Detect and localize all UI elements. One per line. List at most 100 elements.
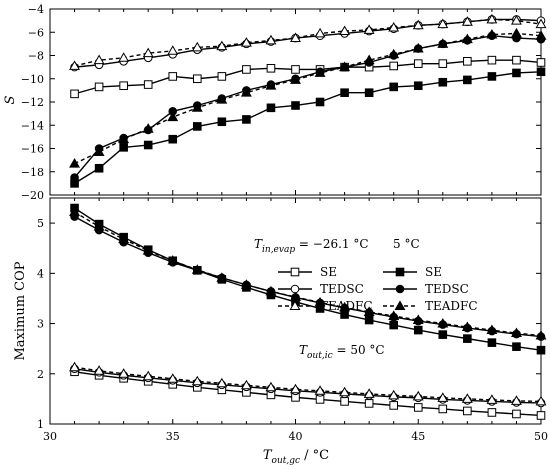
cop-data-point [290, 291, 301, 301]
s-data-point [536, 58, 546, 67]
s-data-point [291, 65, 300, 74]
s-y-tick-label: −10 [21, 73, 44, 86]
s-data-point [242, 115, 251, 124]
annotation-value: = 50 °C [333, 343, 385, 357]
s-data-point [463, 57, 472, 66]
annotation-subscript: out,ic [307, 351, 333, 361]
s-series-open-triangle [69, 13, 547, 70]
s-data-point [438, 59, 448, 68]
legend-label: SE [320, 265, 337, 279]
cop-data-point [461, 393, 473, 403]
s-data-point [314, 67, 326, 77]
s-data-point [388, 21, 400, 32]
s-data-point [70, 173, 79, 182]
cop-series-filled-circle [70, 212, 546, 341]
annotation-outlet-temp: Tout,ic = 50 °C [299, 343, 385, 361]
legend-marker-open-circle [290, 284, 300, 294]
cop-data-point [240, 379, 252, 390]
s-data-point [412, 42, 424, 53]
cop-y-tick-label: 4 [37, 267, 44, 280]
legend-marker-open-triangle [289, 300, 301, 310]
s-data-point [437, 38, 449, 48]
s-data-point [119, 143, 128, 152]
s-data-point [242, 65, 251, 74]
s-data-point [315, 97, 325, 107]
s-data-point [388, 48, 400, 59]
s-data-point [412, 19, 424, 30]
legend-label: TEADFC [425, 299, 478, 313]
legend-marker-filled-circle [395, 284, 405, 294]
cop-data-point [118, 368, 130, 378]
cop-data-point [413, 403, 423, 412]
s-series-filled-triangle [69, 27, 547, 168]
legend-label: TEDSC [425, 282, 469, 296]
s-y-tick-label: −18 [21, 166, 44, 179]
legend-marker-filled-square [395, 267, 405, 277]
s-data-point [413, 59, 423, 68]
cop-axis-label: Maximum COP [13, 261, 28, 360]
s-data-point [265, 80, 277, 90]
s-data-point [339, 25, 351, 36]
cop-data-point [191, 375, 203, 386]
s-y-tick-label: −14 [21, 119, 44, 132]
s-series-open-circle [70, 15, 546, 72]
s-y-tick-label: −12 [21, 96, 44, 109]
s-data-point [413, 81, 423, 91]
x-axis-label-subscript: out,gc [272, 456, 301, 466]
cop-data-point [314, 385, 326, 395]
legend: Tin,evap = −26.1 °C 5 °C SE SE TEDSC TEDSC T… [254, 237, 478, 313]
s-data-point [536, 67, 546, 77]
cop-data-point [413, 325, 423, 335]
cop-data-point [438, 330, 448, 339]
legend-label: SE [425, 265, 442, 279]
s-series-open-square [70, 55, 546, 99]
cop-data-point [339, 386, 351, 397]
legend-condition-symbol: T [254, 237, 263, 251]
cop-data-point [240, 279, 252, 289]
x-axis-label-unit: / °C [300, 448, 329, 463]
cop-data-point [463, 334, 472, 343]
cop-data-point [535, 330, 547, 340]
cop-data-point [536, 411, 546, 420]
cop-data-point [314, 296, 326, 307]
cop-x-tick-label: 35 [166, 430, 180, 443]
s-data-point [512, 68, 521, 78]
s-y-tick-label: −16 [21, 143, 44, 156]
s-series-filled-square [70, 67, 546, 188]
s-data-point [265, 34, 277, 45]
cop-data-point [118, 233, 130, 244]
s-data-point [168, 134, 178, 144]
cop-data-point [93, 365, 105, 375]
cop-y-tick-label: 5 [37, 217, 44, 230]
cop-data-point [290, 383, 301, 394]
cop-data-point [486, 394, 498, 404]
cop-data-point [315, 395, 325, 404]
x-axis-label: Tout,gc / °C [263, 448, 329, 466]
s-data-point [510, 27, 522, 38]
annotation-symbol: T [299, 343, 308, 357]
s-data-point [94, 163, 104, 173]
cop-data-point [412, 314, 424, 324]
cop-series-filled-triangle [69, 206, 547, 340]
cop-data-point [363, 388, 375, 398]
cop-x-tick-label: 45 [411, 430, 425, 443]
cop-series-open-circle [70, 364, 546, 408]
cop-y-tick-label: 2 [37, 368, 44, 381]
s-series-line [74, 32, 542, 165]
s-data-point [217, 117, 227, 127]
cop-data-point [93, 221, 105, 231]
cop-x-tick-label: 40 [289, 430, 303, 443]
cop-data-point [364, 399, 374, 408]
s-data-point [118, 52, 130, 62]
legend-condition-value: = −26.1 °C [295, 237, 368, 251]
s-data-point [461, 33, 473, 44]
s-data-point [168, 72, 178, 81]
cop-data-point [69, 361, 81, 372]
cop-data-point [265, 381, 277, 392]
s-data-point [142, 47, 154, 58]
s-data-point [217, 72, 227, 81]
s-data-point [339, 61, 351, 72]
cop-data-point [265, 285, 277, 296]
